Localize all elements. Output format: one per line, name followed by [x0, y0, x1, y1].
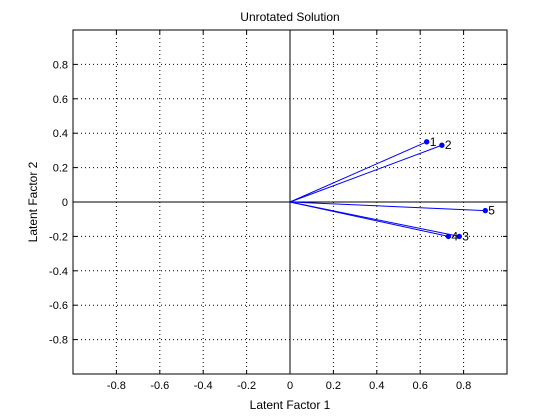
x-tick-label: -0.4 [194, 380, 213, 392]
vector-point [482, 207, 488, 214]
x-axis-title: Latent Factor 1 [250, 398, 331, 412]
chart-title: Unrotated Solution [240, 10, 339, 24]
x-tick-label: -0.2 [237, 380, 256, 392]
vector-point [424, 139, 430, 145]
y-tick-label: -0.4 [49, 266, 68, 278]
x-tick-label: 0 [287, 380, 293, 392]
y-tick-label: 0.6 [53, 94, 68, 106]
x-tick-label: -0.6 [150, 380, 169, 392]
point-label: 4 [451, 229, 458, 243]
loading-vectors: 1 2 34 5 [289, 135, 495, 243]
vector-line [289, 201, 449, 237]
x-tick-label: 0.4 [369, 380, 384, 392]
y-tick-label: 0.2 [53, 163, 68, 175]
y-tick-label: 0 [62, 197, 68, 209]
tick-marks [73, 30, 507, 374]
vector-line [289, 144, 443, 203]
y-tick-label: -0.8 [49, 335, 68, 347]
x-tick-label: 0.8 [456, 380, 471, 392]
y-axis-title: Latent Factor 2 [26, 161, 40, 242]
vector-point [439, 142, 445, 148]
vector-point [456, 233, 462, 240]
x-tick-label: 0.2 [326, 380, 341, 392]
y-tick-label: -0.2 [49, 231, 68, 243]
point-label: 3 [462, 229, 469, 243]
vector-line [289, 201, 486, 212]
y-tick-label: -0.6 [49, 300, 68, 312]
x-tick-label: -0.8 [107, 380, 126, 392]
tick-labels: -0.8 -0.6 -0.4 -0.2 0 0.2 0.4 0.6 0.8 -0.8 -0.6 -0.… [49, 59, 471, 392]
vector-line [289, 141, 427, 203]
y-tick-label: 0.4 [53, 128, 68, 140]
point-label: 1 [430, 135, 437, 149]
point-label: 5 [488, 204, 495, 218]
y-tick-label: 0.8 [53, 59, 68, 71]
vector-point [445, 233, 452, 240]
x-tick-label: 0.6 [413, 380, 428, 392]
point-label: 2 [445, 138, 452, 152]
